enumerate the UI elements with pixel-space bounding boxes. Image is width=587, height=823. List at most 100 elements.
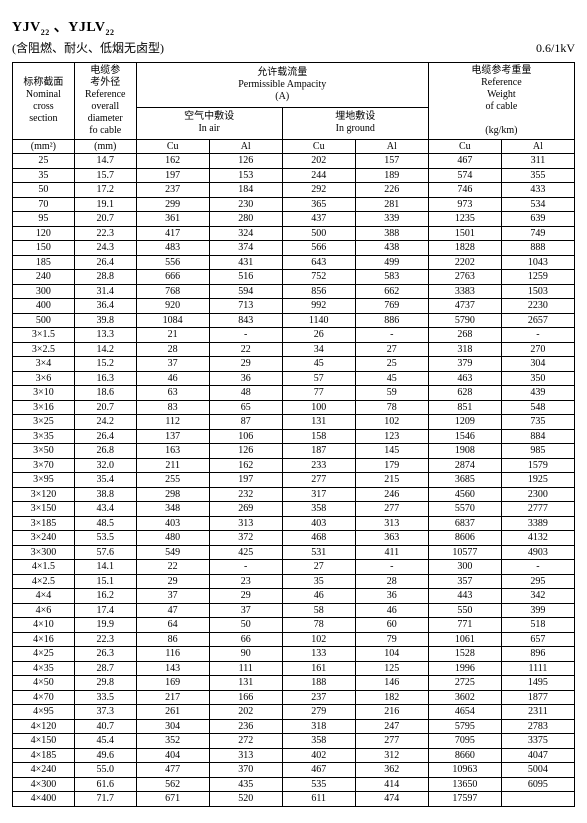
cell: 749 [501,226,574,241]
cell: 358 [282,734,355,749]
cell: 230 [209,197,282,212]
cell: 884 [501,429,574,444]
table-row: 3×616.346365745463350 [13,371,575,386]
table-row: 4×18549.640431340231286604047 [13,748,575,763]
cell: 106 [209,429,282,444]
cell: 57.6 [74,545,136,560]
cell: 158 [282,429,355,444]
cell: 4×185 [13,748,75,763]
cell: 50 [209,618,282,633]
cell: 4047 [501,748,574,763]
cell: 58 [282,603,355,618]
cell: 4×35 [13,661,75,676]
cell: 362 [355,763,428,778]
cell: 851 [428,400,501,415]
hdr-weight: 电缆参考重量ReferenceWeightof cable(kg/km) [428,62,574,139]
cell: 671 [136,792,209,807]
cell: 226 [355,183,428,198]
cell: 566 [282,241,355,256]
cell: 169 [136,676,209,691]
cell: 2311 [501,705,574,720]
cell: 10577 [428,545,501,560]
cell: 22.3 [74,632,136,647]
cell: 3×4 [13,357,75,372]
cell: 516 [209,270,282,285]
cell: 370 [209,763,282,778]
hdr-in-air: 空气中敷设In air [136,107,282,139]
cell: 49.6 [74,748,136,763]
cell: 4737 [428,299,501,314]
cell: 550 [428,603,501,618]
cell: 4×70 [13,690,75,705]
cell: 886 [355,313,428,328]
cell: 143 [136,661,209,676]
cell: 14.7 [74,154,136,169]
cell: 4560 [428,487,501,502]
cell: 35.4 [74,473,136,488]
cell: 36 [209,371,282,386]
cell: 3×150 [13,502,75,517]
cell: 439 [501,386,574,401]
cell: 32.0 [74,458,136,473]
cell: 71.7 [74,792,136,807]
cell: 211 [136,458,209,473]
table-row: 4×1.514.122-27-300- [13,560,575,575]
cell: 548 [501,400,574,415]
cell: - [501,328,574,343]
cell: 145 [355,444,428,459]
cell: 357 [428,574,501,589]
hdr-cu: Cu [282,139,355,154]
cell: 111 [209,661,282,676]
cell: 237 [136,183,209,198]
cell: 324 [209,226,282,241]
cell: 1495 [501,676,574,691]
cell: 1061 [428,632,501,647]
cell: 3×95 [13,473,75,488]
cell: 15.1 [74,574,136,589]
cell: 1877 [501,690,574,705]
cell: 556 [136,255,209,270]
cell: 247 [355,719,428,734]
cell: 843 [209,313,282,328]
cell: 29 [209,589,282,604]
cell: 433 [501,183,574,198]
cell: 535 [282,777,355,792]
cell: - [355,328,428,343]
cell: 417 [136,226,209,241]
cell: 520 [209,792,282,807]
cell: 17597 [428,792,501,807]
cell: 4×95 [13,705,75,720]
cell: 746 [428,183,501,198]
cell: 299 [136,197,209,212]
cell: 162 [209,458,282,473]
cell: 643 [282,255,355,270]
cell: 358 [282,502,355,517]
cell: 277 [355,502,428,517]
cell: 83 [136,400,209,415]
cell: 342 [501,589,574,604]
cell: 1503 [501,284,574,299]
cell: 22 [209,342,282,357]
table-row: 3×1620.7836510078851548 [13,400,575,415]
cell: 2874 [428,458,501,473]
cell: 3×35 [13,429,75,444]
cell: 474 [355,792,428,807]
cell: 3383 [428,284,501,299]
cell: 63 [136,386,209,401]
cell: 268 [428,328,501,343]
cell: 888 [501,241,574,256]
cell: 4×25 [13,647,75,662]
table-row: 4×416.237294636443342 [13,589,575,604]
cell: 22 [136,560,209,575]
cell: 3685 [428,473,501,488]
cell: 549 [136,545,209,560]
cell: 4132 [501,531,574,546]
cell: 768 [136,284,209,299]
cell: 29.8 [74,676,136,691]
cell: 5570 [428,502,501,517]
cell: 50 [13,183,75,198]
cell: 20.7 [74,400,136,415]
cell: 244 [282,168,355,183]
cell [501,792,574,807]
cell: 3389 [501,516,574,531]
